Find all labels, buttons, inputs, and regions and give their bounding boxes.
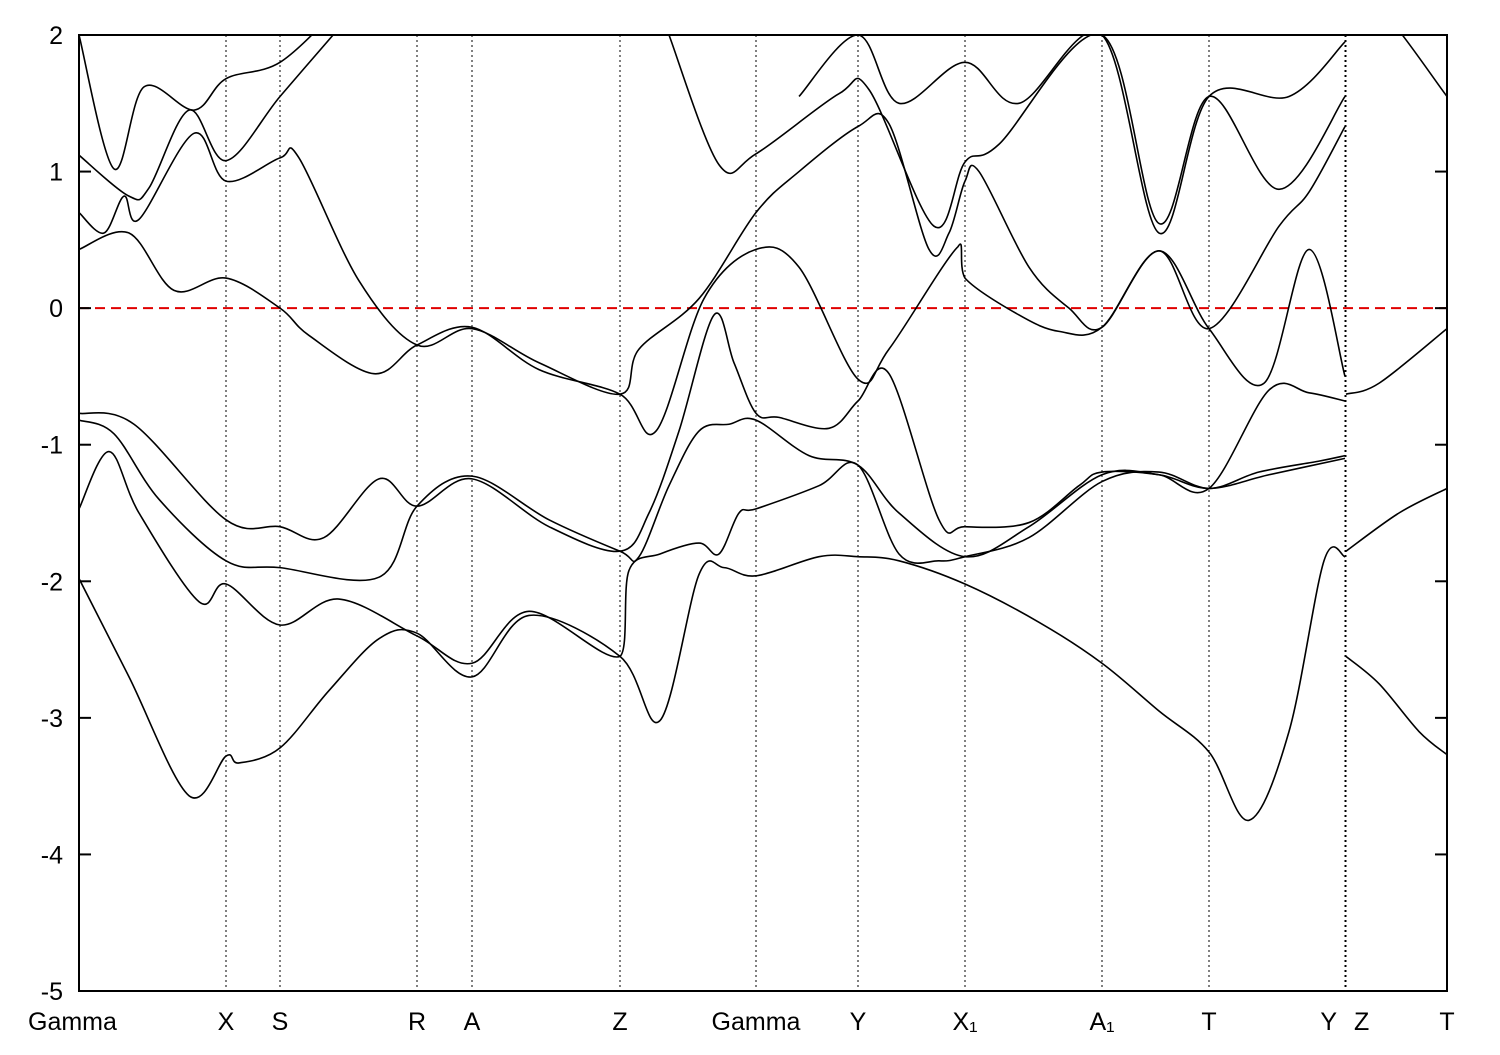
x-tick-label: T xyxy=(1201,1008,1216,1036)
x-tick-label: Gamma xyxy=(28,1008,117,1036)
grid xyxy=(78,35,1448,991)
plot-frame xyxy=(78,34,1448,992)
y-tick-label: -4 xyxy=(41,841,63,869)
x-tick-label: S xyxy=(272,1008,289,1036)
x-tick-label: Y xyxy=(850,1008,867,1036)
x-tick-label: X xyxy=(218,1008,235,1036)
y-tick-label: 0 xyxy=(49,295,63,323)
y-tick-label: -5 xyxy=(41,978,63,1006)
x-tick-label: Z xyxy=(1354,1008,1369,1036)
x-tick-label: A₁ xyxy=(1089,1008,1114,1036)
y-tick-label: -2 xyxy=(41,568,63,596)
band-line xyxy=(79,546,1447,822)
y-tick-label: -3 xyxy=(41,705,63,733)
y-tick-label: 1 xyxy=(49,159,63,187)
x-tick-label: Y xyxy=(1320,1008,1337,1036)
x-tick-label: Z xyxy=(612,1008,627,1036)
bands xyxy=(79,35,1447,822)
x-tick-label: T xyxy=(1439,1008,1454,1036)
band-line xyxy=(79,35,1447,235)
x-tick-label: A xyxy=(464,1008,481,1036)
band-line xyxy=(79,417,1447,582)
band-line xyxy=(79,312,1447,553)
band-line xyxy=(79,35,1346,229)
x-tick-label: Gamma xyxy=(712,1008,801,1036)
y-tick-label: -1 xyxy=(41,432,63,460)
band-line xyxy=(79,450,1346,665)
band-line xyxy=(79,230,1346,436)
x-tick-label: X₁ xyxy=(952,1008,977,1036)
x-tick-label: R xyxy=(408,1008,426,1036)
y-tick-label: 2 xyxy=(49,22,63,50)
band-line xyxy=(79,112,1346,395)
